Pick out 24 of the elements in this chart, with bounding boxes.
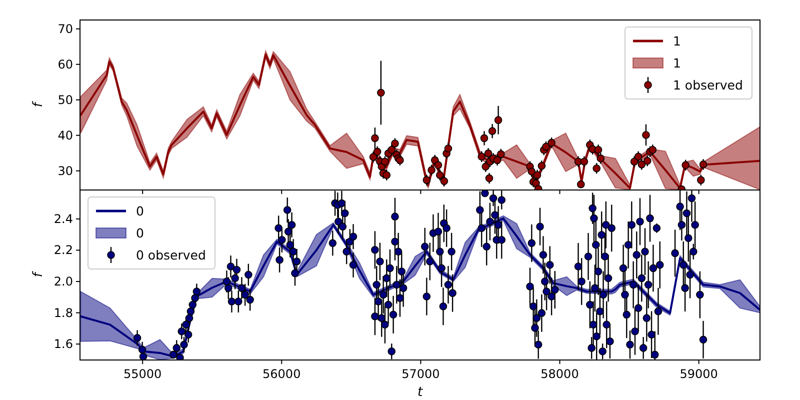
x-tick-label: 55000 <box>123 367 162 381</box>
y-tick-label: 40 <box>58 128 73 142</box>
legend-label: 1 observed <box>673 78 743 92</box>
y-axis-title: f <box>31 100 46 108</box>
legend-label: 1 <box>673 56 681 70</box>
x-tick-label: 59000 <box>680 367 718 381</box>
y-tick-label: 50 <box>58 92 73 107</box>
y-tick-label: 2.0 <box>54 274 73 288</box>
y-tick-label: 1.8 <box>54 306 73 320</box>
legend-label: 0 <box>136 204 144 218</box>
y-tick-label: 1.6 <box>54 337 73 352</box>
legend-label: 0 observed <box>136 248 206 262</box>
x-axis-title: t <box>417 385 424 400</box>
y-tick-label: 2.4 <box>54 212 73 226</box>
y-tick-label: 70 <box>58 22 73 36</box>
y-tick-label: 60 <box>58 57 73 72</box>
x-tick-label: 57000 <box>402 367 440 381</box>
x-tick-label: 56000 <box>262 367 301 381</box>
y-axis-title: f <box>31 270 46 278</box>
y-tick-label: 2.2 <box>54 243 73 258</box>
text: 1 <box>673 34 681 48</box>
x-tick-label: 58000 <box>540 367 579 381</box>
y-tick-label: 30 <box>58 164 73 178</box>
text: 0 <box>136 226 144 240</box>
